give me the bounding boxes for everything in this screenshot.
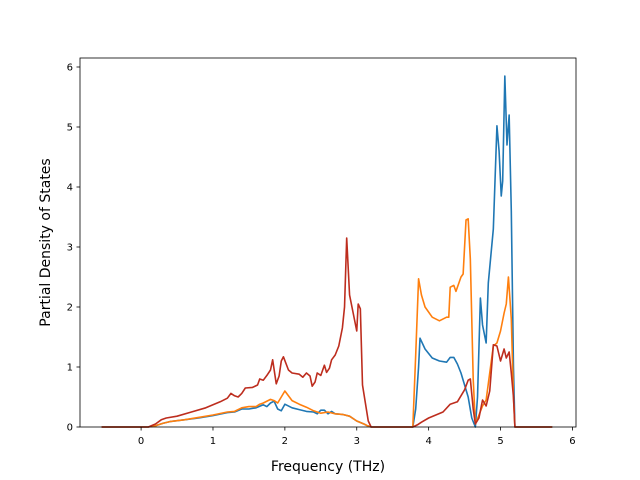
y-tick-label: 6: [67, 63, 73, 74]
y-tick-label: 1: [67, 363, 73, 374]
x-tick-label: 3: [354, 436, 360, 447]
x-axis-ticks: 0 1 2 3 4 5 6: [138, 427, 576, 447]
y-tick-label: 3: [67, 243, 73, 254]
x-tick-label: 4: [425, 436, 431, 447]
y-tick-label: 2: [67, 303, 73, 314]
x-tick-label: 2: [282, 436, 288, 447]
y-axis-title: Partial Density of States: [38, 158, 54, 326]
x-tick-label: 1: [210, 436, 216, 447]
y-tick-label: 5: [67, 123, 73, 134]
y-tick-label: 0: [67, 423, 73, 434]
x-tick-label: 5: [497, 436, 503, 447]
x-axis-title: Frequency (THz): [271, 459, 385, 475]
series-lines: [101, 75, 553, 428]
plot-frame: [79, 57, 577, 428]
x-tick-label: 6: [569, 436, 575, 447]
series-line-1: [101, 75, 553, 428]
y-axis-ticks: 0 1 2 3 4 5 6: [67, 63, 80, 434]
x-tick-label: 0: [138, 436, 144, 447]
y-tick-label: 4: [67, 183, 73, 194]
series-line-3: [101, 237, 553, 428]
series-line-2: [101, 218, 553, 428]
